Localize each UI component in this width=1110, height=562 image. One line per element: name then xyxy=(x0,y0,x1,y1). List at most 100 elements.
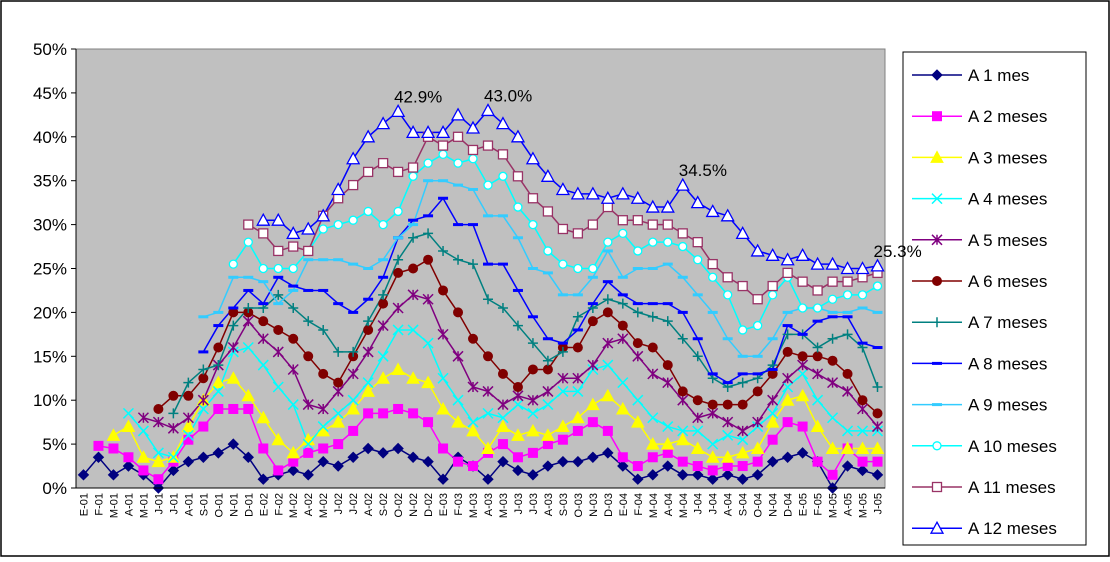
plot-area xyxy=(75,48,886,489)
x-tick-label: O-01 xyxy=(213,493,225,517)
marker xyxy=(213,360,224,371)
y-tick-label: 5% xyxy=(42,435,67,454)
marker xyxy=(393,206,403,217)
marker xyxy=(932,111,942,122)
marker xyxy=(692,395,703,406)
marker xyxy=(362,377,374,389)
marker xyxy=(438,443,449,454)
marker xyxy=(931,193,943,205)
marker xyxy=(197,403,209,415)
x-tick-label: M-04 xyxy=(648,493,660,518)
marker xyxy=(587,316,598,327)
marker xyxy=(825,441,840,454)
marker xyxy=(197,451,210,463)
marker xyxy=(722,272,733,283)
marker xyxy=(542,460,554,472)
marker xyxy=(496,419,510,433)
marker xyxy=(510,129,526,143)
marker xyxy=(348,179,359,191)
marker xyxy=(318,324,329,335)
legend-label: A 3 meses xyxy=(968,148,1047,167)
marker xyxy=(795,247,810,261)
marker xyxy=(153,474,164,485)
marker xyxy=(572,311,583,322)
marker xyxy=(288,241,299,252)
marker xyxy=(527,338,538,349)
marker xyxy=(527,394,539,406)
x-tick-label: S-01 xyxy=(198,493,210,516)
marker xyxy=(211,375,226,389)
marker xyxy=(497,303,508,314)
marker xyxy=(422,337,434,349)
marker xyxy=(602,359,614,371)
marker xyxy=(753,320,763,331)
marker xyxy=(647,452,658,463)
marker xyxy=(557,385,569,397)
marker xyxy=(856,425,869,437)
marker xyxy=(242,315,254,327)
marker xyxy=(408,263,419,274)
marker xyxy=(782,329,793,340)
marker xyxy=(391,362,405,375)
marker xyxy=(377,350,389,362)
marker xyxy=(286,226,301,240)
marker xyxy=(750,441,765,454)
marker xyxy=(588,263,598,274)
marker xyxy=(272,381,284,393)
y-tick-label: 25% xyxy=(33,260,67,279)
marker xyxy=(363,316,374,327)
marker xyxy=(617,333,629,345)
series-line xyxy=(113,368,878,463)
marker xyxy=(570,186,585,200)
marker xyxy=(377,320,389,332)
marker xyxy=(587,417,598,428)
marker xyxy=(678,241,688,252)
marker xyxy=(137,425,149,437)
marker xyxy=(722,461,733,472)
marker xyxy=(871,469,884,481)
marker xyxy=(436,401,450,415)
marker xyxy=(511,428,525,441)
marker xyxy=(872,456,883,467)
marker xyxy=(810,419,825,433)
marker xyxy=(378,289,389,300)
marker xyxy=(406,371,420,384)
marker xyxy=(662,447,673,458)
marker xyxy=(167,422,179,434)
marker xyxy=(451,415,465,428)
marker xyxy=(333,439,344,450)
marker xyxy=(692,351,703,362)
marker xyxy=(407,324,419,336)
legend-label: A 7 meses xyxy=(968,313,1047,332)
marker xyxy=(408,232,419,243)
marker xyxy=(617,298,628,309)
marker xyxy=(557,372,569,384)
marker xyxy=(705,204,720,218)
marker xyxy=(318,443,329,454)
marker xyxy=(453,158,463,168)
marker xyxy=(378,219,388,230)
marker xyxy=(647,368,659,380)
x-tick-label: A-01 xyxy=(183,493,195,516)
marker xyxy=(870,258,885,272)
x-tick-label: M-02 xyxy=(318,493,330,518)
marker xyxy=(827,355,838,366)
x-tick-label: M-05 xyxy=(828,493,840,518)
marker xyxy=(151,454,166,468)
marker xyxy=(617,320,628,331)
marker xyxy=(705,450,720,463)
marker xyxy=(572,228,584,239)
marker xyxy=(213,342,224,353)
marker xyxy=(780,252,795,266)
marker xyxy=(423,228,434,239)
marker xyxy=(526,423,540,437)
marker xyxy=(677,333,688,344)
marker xyxy=(662,460,674,472)
marker xyxy=(258,316,269,327)
marker xyxy=(720,450,735,463)
marker xyxy=(512,464,524,477)
marker xyxy=(453,307,464,318)
marker xyxy=(677,386,688,397)
x-tick-label: J-03 xyxy=(528,493,540,514)
marker xyxy=(571,410,585,424)
